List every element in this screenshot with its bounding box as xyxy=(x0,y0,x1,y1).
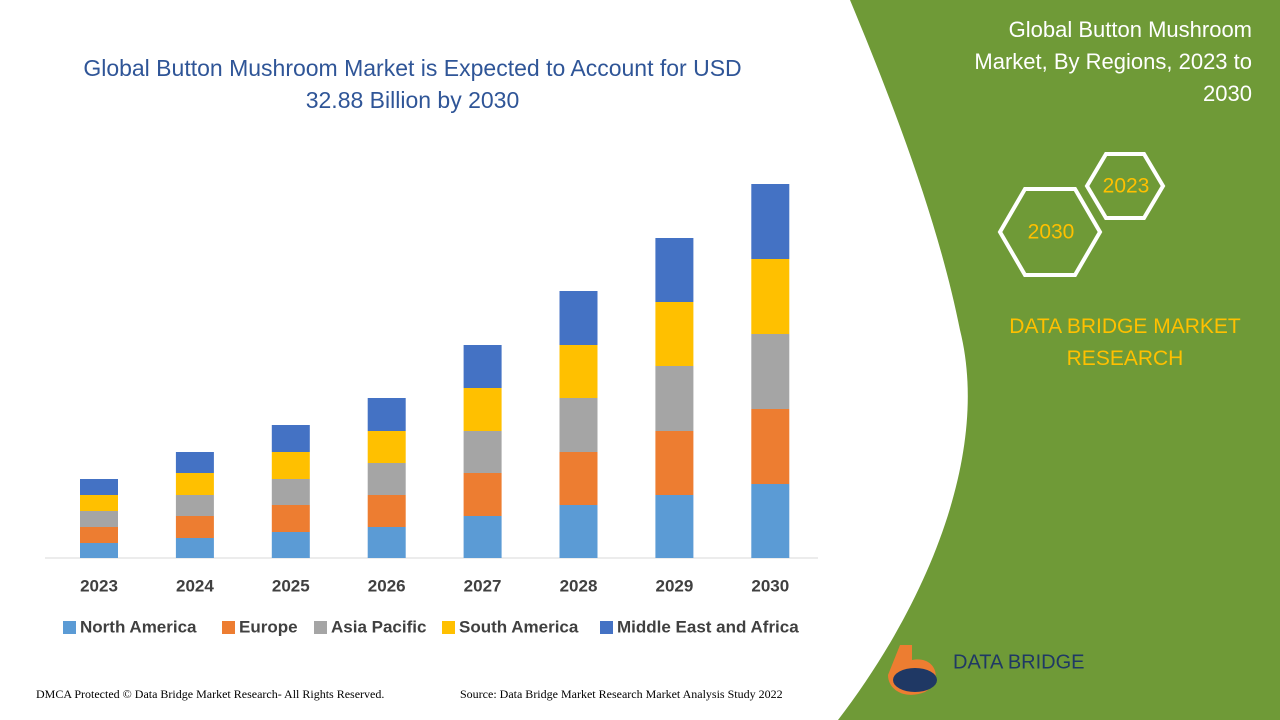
logo-mark xyxy=(893,668,937,692)
bar-segment xyxy=(367,398,406,431)
logo-text: DATA BRIDGE xyxy=(953,651,1085,673)
bar-segment xyxy=(559,345,598,398)
footer-left: DMCA Protected © Data Bridge Market Rese… xyxy=(36,687,385,701)
legend-label: Middle East and Africa xyxy=(617,617,799,636)
x-tick-label: 2030 xyxy=(751,576,789,595)
legend-swatch xyxy=(314,621,327,634)
legend-label: North America xyxy=(80,617,197,636)
hex-label: 2023 xyxy=(1103,175,1150,198)
hex-label: 2030 xyxy=(1028,221,1075,244)
bar-segment xyxy=(80,527,118,543)
bar-segment xyxy=(463,516,502,558)
bar-segment xyxy=(655,238,694,302)
bar-segment xyxy=(463,388,502,431)
legend-swatch xyxy=(442,621,455,634)
bar-segment xyxy=(367,431,406,463)
bar-segment xyxy=(80,495,118,511)
legend-label: South America xyxy=(459,617,579,636)
green-panel xyxy=(838,0,1280,720)
bar-segment xyxy=(367,527,406,558)
x-tick-label: 2024 xyxy=(176,576,214,595)
bar-segment xyxy=(367,495,406,527)
bar-segment xyxy=(80,543,118,558)
brand: DATA BRIDGE MARKET RESEARCH xyxy=(1009,315,1241,370)
bar-segment xyxy=(751,409,790,484)
bar-segment xyxy=(175,473,214,495)
legend-swatch xyxy=(63,621,76,634)
bar-segment xyxy=(271,425,310,452)
bar-segment xyxy=(751,259,790,334)
x-tick-label: 2027 xyxy=(464,576,502,595)
hexagon xyxy=(997,187,1103,277)
bar-segment xyxy=(271,479,310,505)
bar-segment xyxy=(559,398,598,452)
footer-right: Source: Data Bridge Market Research Mark… xyxy=(460,687,783,701)
x-tick-label: 2026 xyxy=(368,576,406,595)
bar-segment xyxy=(80,511,118,527)
bar-segment xyxy=(463,345,502,388)
bar-segment xyxy=(655,302,694,366)
bar-segment xyxy=(463,431,502,473)
legend-label: Asia Pacific xyxy=(331,617,426,636)
bar-segment xyxy=(559,505,598,558)
bar-segment xyxy=(175,452,214,473)
bar-segment xyxy=(559,291,598,345)
bar-segment xyxy=(175,495,214,516)
chart-title: Global Button Mushroom Market is Expecte… xyxy=(83,55,742,113)
x-tick-label: 2029 xyxy=(655,576,693,595)
bar-segment xyxy=(655,366,694,431)
bar-segment xyxy=(175,516,214,538)
bar-segment xyxy=(655,495,694,558)
legend-label: Europe xyxy=(239,617,298,636)
bar-segment xyxy=(271,452,310,479)
bar-segment xyxy=(463,473,502,516)
bar-segment xyxy=(751,334,790,409)
legend-swatch xyxy=(222,621,235,634)
bar-segment xyxy=(655,431,694,495)
bar-segment xyxy=(559,452,598,505)
bar-segment xyxy=(751,184,790,259)
bar-segment xyxy=(751,484,790,558)
x-tick-label: 2028 xyxy=(560,576,598,595)
bar-segment xyxy=(367,463,406,495)
bar-segment xyxy=(271,532,310,558)
hexagon xyxy=(1084,152,1166,220)
bar-segment xyxy=(175,538,214,558)
bar-segment xyxy=(271,505,310,532)
x-tick-label: 2023 xyxy=(80,576,118,595)
bar-segment xyxy=(80,479,118,495)
x-tick-label: 2025 xyxy=(272,576,310,595)
panel-title: Global Button Mushroom Market, By Region… xyxy=(974,17,1252,106)
legend-swatch xyxy=(600,621,613,634)
